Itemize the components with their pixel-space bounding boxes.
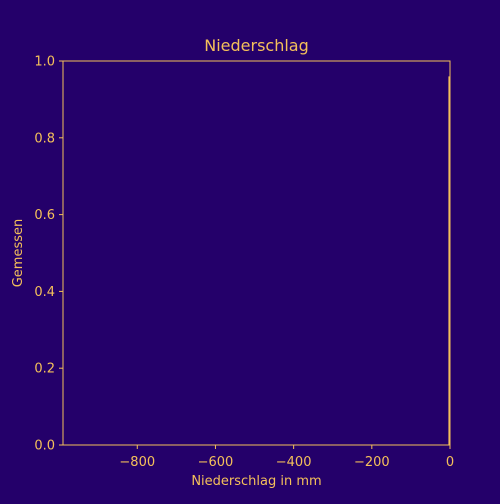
x-tick-label: −200 — [354, 455, 390, 470]
x-tick-label: −800 — [119, 455, 155, 470]
y-tick-label: 0.0 — [34, 439, 55, 454]
y-axis-ticks: 0.0 0.2 0.4 0.6 0.8 1.0 — [34, 55, 63, 454]
y-tick-label: 0.4 — [34, 285, 55, 300]
x-tick-label: 0 — [446, 455, 454, 470]
y-tick-label: 0.8 — [34, 131, 55, 146]
y-axis-label: Gemessen — [11, 219, 26, 288]
y-tick-label: 0.2 — [34, 362, 55, 377]
x-tick-label: −600 — [198, 455, 234, 470]
chart-title: Niederschlag — [204, 36, 309, 55]
x-axis-ticks: −800 −600 −400 −200 0 — [119, 445, 454, 470]
y-tick-label: 1.0 — [34, 55, 55, 70]
x-tick-label: −400 — [276, 455, 312, 470]
y-tick-label: 0.6 — [34, 208, 55, 223]
plot-area-frame — [62, 60, 451, 446]
x-axis-label: Niederschlag in mm — [191, 474, 321, 489]
